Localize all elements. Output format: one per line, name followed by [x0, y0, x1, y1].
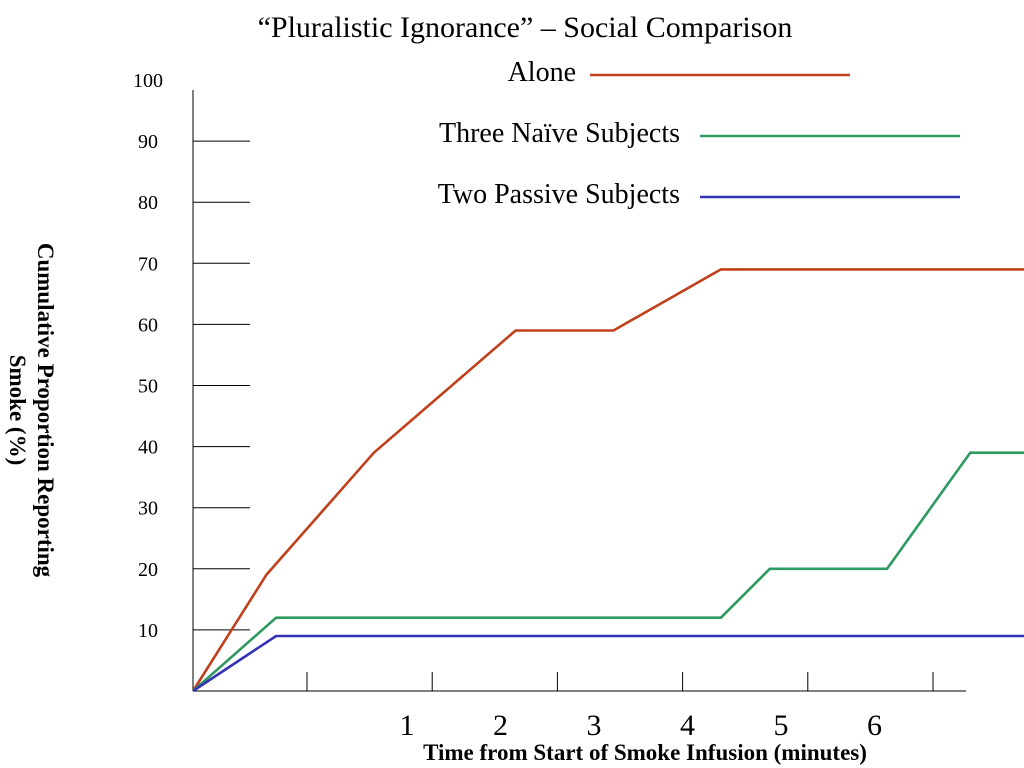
y-tick-label: 50: [138, 376, 158, 398]
y-tick-label: 80: [138, 192, 158, 214]
series-line-1: [191, 268, 1024, 692]
x-tick-label: 3: [587, 709, 602, 742]
series-line-3: [192, 634, 1024, 693]
legend-label-1: Alone: [508, 57, 576, 88]
series-line-2: [192, 451, 1024, 692]
series-lines: [191, 268, 1024, 693]
y-tick-label: 20: [138, 559, 158, 581]
y-axis-label-line-1: Cumulative Proportion Reporting: [33, 243, 58, 578]
legend: Alone Three Naïve Subjects Two Passive Sub…: [438, 57, 960, 210]
y-tick-label: 90: [138, 131, 158, 153]
y-tick-label: 30: [138, 498, 158, 520]
y-axis-label: Cumulative Proportion Reporting Smoke (%…: [5, 243, 58, 578]
y-tick-label: 70: [138, 253, 158, 275]
x-tick-label: 1: [400, 709, 415, 742]
y-tick-label: 10: [138, 620, 158, 642]
x-tick-label: 5: [774, 709, 789, 742]
legend-label-2: Three Naïve Subjects: [439, 118, 680, 149]
chart-title: “Pluralistic Ignorance” – Social Compari…: [258, 11, 793, 44]
y-ticks: 10 20 30 40 50 60 70 80 90 100: [133, 70, 250, 642]
x-tick-label: 4: [680, 709, 695, 742]
x-axis-label: Time from Start of Smoke Infusion (minut…: [423, 740, 867, 765]
legend-label-3: Two Passive Subjects: [438, 179, 680, 210]
y-axis-label-line-2: Smoke (%): [5, 355, 30, 466]
x-tick-label: 6: [867, 709, 882, 742]
x-tick-label: 2: [493, 709, 508, 742]
y-tick-label: 40: [138, 437, 158, 459]
x-ticks: 1 2 3 4 5 6: [306, 672, 934, 742]
y-tick-label: 60: [138, 314, 158, 336]
y-tick-label: 100: [133, 70, 163, 92]
